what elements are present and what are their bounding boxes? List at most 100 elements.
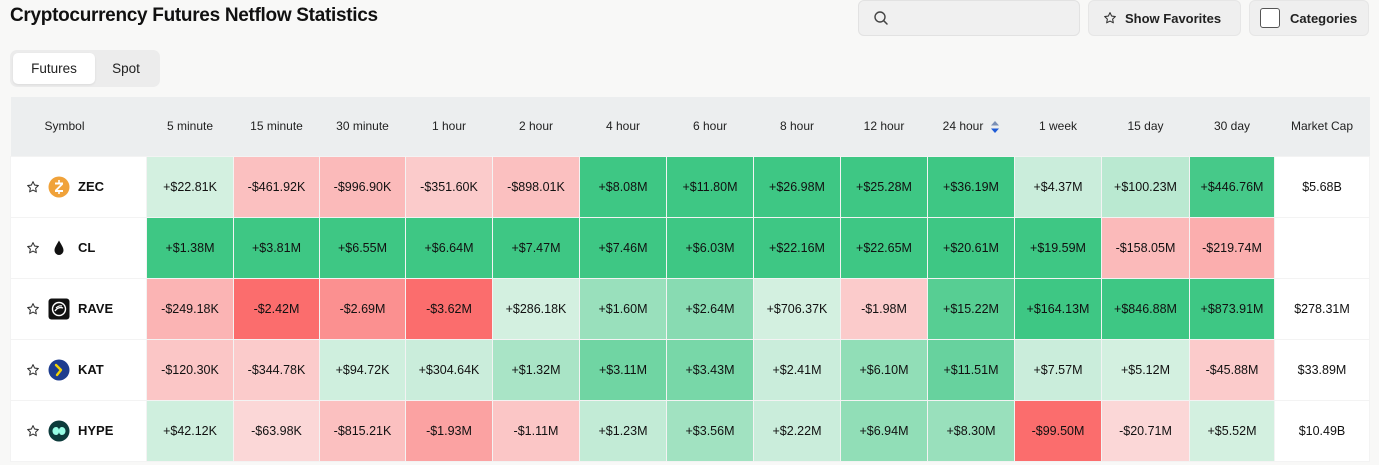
netflow-cell: -$63.98K bbox=[233, 399, 320, 462]
column-header-market-cap[interactable]: Market Cap bbox=[1274, 97, 1370, 156]
netflow-cell: +$1.60M bbox=[579, 277, 667, 340]
netflow-cell: +$6.10M bbox=[840, 338, 928, 401]
categories-button[interactable]: Categories bbox=[1249, 0, 1369, 36]
symbol-cell[interactable]: CL bbox=[10, 216, 147, 279]
favorite-star-icon[interactable] bbox=[26, 302, 40, 316]
symbol-label: RAVE bbox=[78, 301, 114, 316]
table-row[interactable]: CL +$1.38M +$3.81M +$6.55M +$6.64M +$7.47M +$7… bbox=[10, 216, 1370, 279]
column-header-12-hour[interactable]: 12 hour bbox=[840, 97, 928, 156]
symbol-wrapper: CL bbox=[26, 237, 146, 259]
netflow-cell: +$706.37K bbox=[753, 277, 841, 340]
column-header-label: 15 minute bbox=[250, 119, 303, 134]
tab-spot[interactable]: Spot bbox=[112, 61, 140, 76]
column-header-4-hour[interactable]: 4 hour bbox=[579, 97, 667, 156]
show-favorites-button[interactable]: Show Favorites bbox=[1088, 0, 1241, 36]
netflow-cell: +$5.52M bbox=[1189, 399, 1275, 462]
column-header-5-minute[interactable]: 5 minute bbox=[146, 97, 234, 156]
netflow-cell: +$164.13M bbox=[1014, 277, 1102, 340]
column-header-15-day[interactable]: 15 day bbox=[1101, 97, 1190, 156]
search-icon bbox=[874, 11, 888, 25]
netflow-cell: +$94.72K bbox=[319, 338, 406, 401]
column-header-label: 6 hour bbox=[692, 119, 728, 134]
column-header-label: 5 minute bbox=[166, 119, 214, 134]
market-cap-cell: $5.68B bbox=[1274, 155, 1370, 218]
market-cap-cell bbox=[1274, 216, 1370, 279]
table-row[interactable]: HYPE +$42.12K -$63.98K -$815.21K -$1.93M -$1.… bbox=[10, 399, 1370, 462]
table-row[interactable]: ZEC +$22.81K -$461.92K -$996.90K -$351.60K -$… bbox=[10, 155, 1370, 218]
column-header-label: 1 week bbox=[1038, 119, 1078, 134]
column-header-1-hour[interactable]: 1 hour bbox=[405, 97, 493, 156]
favorite-star-icon[interactable] bbox=[26, 180, 40, 194]
market-cap-cell: $10.49B bbox=[1274, 399, 1370, 462]
column-header-label: 2 hour bbox=[518, 119, 554, 134]
column-header-label: Symbol bbox=[44, 119, 85, 134]
column-header-label: 30 day bbox=[1213, 119, 1251, 134]
netflow-cell: -$344.78K bbox=[233, 338, 320, 401]
column-header-2-hour[interactable]: 2 hour bbox=[492, 97, 580, 156]
star-icon bbox=[1104, 12, 1116, 24]
sort-icon[interactable] bbox=[991, 121, 1000, 134]
netflow-cell: +$22.65M bbox=[840, 216, 928, 279]
netflow-cell: -$1.98M bbox=[840, 277, 928, 340]
symbol-label: HYPE bbox=[78, 423, 114, 438]
netflow-cell: -$249.18K bbox=[146, 277, 234, 340]
tab-futures[interactable]: Futures bbox=[13, 53, 95, 84]
netflow-cell: +$11.51M bbox=[927, 338, 1015, 401]
netflow-cell: +$1.23M bbox=[579, 399, 667, 462]
netflow-cell: +$25.28M bbox=[840, 155, 928, 218]
netflow-cell: -$2.42M bbox=[233, 277, 320, 340]
symbol-label: ZEC bbox=[78, 179, 104, 194]
netflow-cell: +$3.81M bbox=[233, 216, 320, 279]
netflow-cell: +$42.12K bbox=[146, 399, 234, 462]
categories-checkbox[interactable] bbox=[1260, 8, 1280, 28]
netflow-cell: +$3.43M bbox=[666, 338, 754, 401]
netflow-cell: +$5.12M bbox=[1101, 338, 1190, 401]
market-cap-cell: $278.31M bbox=[1274, 277, 1370, 340]
rave-coin-icon bbox=[48, 298, 70, 320]
symbol-cell[interactable]: ZEC bbox=[10, 155, 147, 218]
column-header-30-day[interactable]: 30 day bbox=[1189, 97, 1275, 156]
search-input[interactable] bbox=[897, 7, 1072, 29]
symbol-cell[interactable]: RAVE bbox=[10, 277, 147, 340]
column-header-30-minute[interactable]: 30 minute bbox=[319, 97, 406, 156]
netflow-cell: -$99.50M bbox=[1014, 399, 1102, 462]
favorite-star-icon[interactable] bbox=[26, 241, 40, 255]
column-header-15-minute[interactable]: 15 minute bbox=[233, 97, 320, 156]
favorite-star-icon[interactable] bbox=[26, 424, 40, 438]
symbol-cell[interactable]: KAT bbox=[10, 338, 147, 401]
symbol-cell[interactable]: HYPE bbox=[10, 399, 147, 462]
netflow-cell: -$898.01K bbox=[492, 155, 580, 218]
column-header-label: 12 hour bbox=[863, 119, 905, 134]
netflow-cell: +$6.03M bbox=[666, 216, 754, 279]
netflow-cell: +$1.38M bbox=[146, 216, 234, 279]
column-header-symbol[interactable]: Symbol bbox=[10, 97, 147, 156]
netflow-cell: -$3.62M bbox=[405, 277, 493, 340]
search-box[interactable] bbox=[858, 0, 1080, 36]
column-header-24-hour[interactable]: 24 hour bbox=[927, 97, 1015, 156]
netflow-cell: -$219.74M bbox=[1189, 216, 1275, 279]
netflow-cell: +$7.46M bbox=[579, 216, 667, 279]
hyperliquid-coin-icon bbox=[48, 420, 70, 442]
table-row[interactable]: KAT -$120.30K -$344.78K +$94.72K +$304.64K +$… bbox=[10, 338, 1370, 401]
column-header-label: 15 day bbox=[1127, 119, 1164, 134]
netflow-cell: +$8.30M bbox=[927, 399, 1015, 462]
column-header-label: 1 hour bbox=[431, 119, 467, 134]
show-favorites-label: Show Favorites bbox=[1125, 10, 1222, 26]
column-header-label: 8 hour bbox=[779, 119, 815, 134]
table-row[interactable]: RAVE -$249.18K -$2.42M -$2.69M -$3.62M +$286.… bbox=[10, 277, 1370, 340]
column-header-8-hour[interactable]: 8 hour bbox=[753, 97, 841, 156]
favorite-star-icon[interactable] bbox=[26, 363, 40, 377]
netflow-cell: -$461.92K bbox=[233, 155, 320, 218]
symbol-label: KAT bbox=[78, 362, 104, 377]
netflow-cell: -$20.71M bbox=[1101, 399, 1190, 462]
column-header-label: 24 hour bbox=[942, 119, 984, 134]
netflow-cell: +$36.19M bbox=[927, 155, 1015, 218]
column-header-6-hour[interactable]: 6 hour bbox=[666, 97, 754, 156]
netflow-cell: +$3.11M bbox=[579, 338, 667, 401]
symbol-wrapper: RAVE bbox=[26, 298, 146, 320]
column-header-1-week[interactable]: 1 week bbox=[1014, 97, 1102, 156]
page-title: Cryptocurrency Futures Netflow Statistic… bbox=[10, 5, 378, 26]
netflow-cell: +$7.57M bbox=[1014, 338, 1102, 401]
oil-drop-icon bbox=[48, 237, 70, 259]
netflow-cell: +$846.88M bbox=[1101, 277, 1190, 340]
